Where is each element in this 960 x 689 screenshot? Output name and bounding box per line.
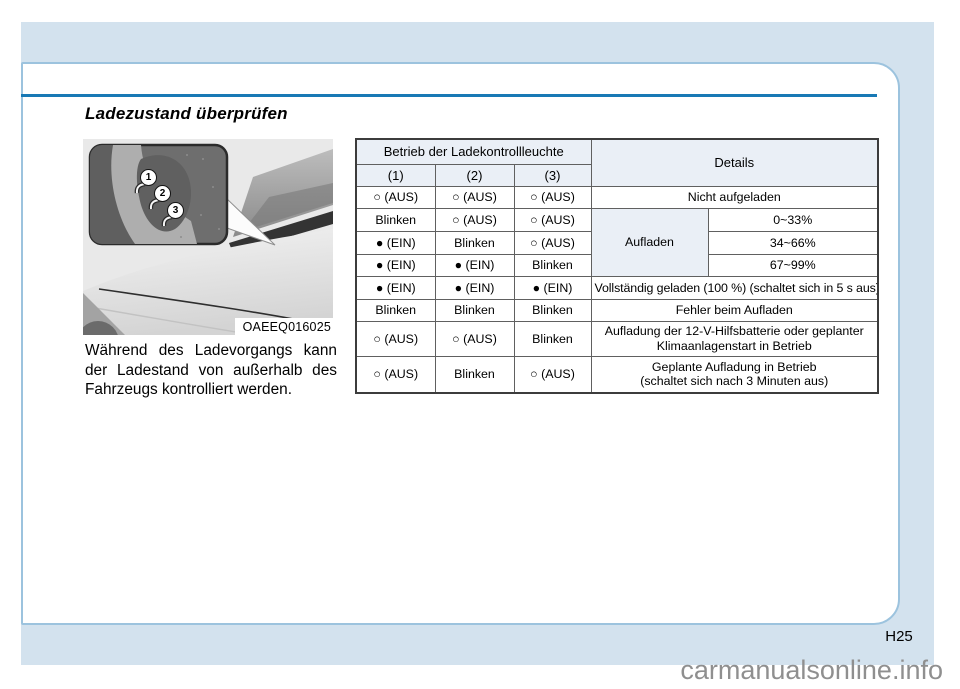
lamp-1-cell: Blinken xyxy=(355,298,436,322)
header-rule xyxy=(21,94,877,97)
windshield-shape xyxy=(233,149,333,237)
table-row: ● (EIN) ● (EIN) Blinken 67~99% xyxy=(355,253,879,277)
figure-callout-2: 2 xyxy=(154,185,171,202)
table-row: Blinken ○ (AUS) ○ (AUS) Aufladen 0~33% xyxy=(355,207,879,277)
lamp-1-cell: Blinken xyxy=(355,207,436,232)
charge-indicator-table: Betrieb der Ladekontrollleuchte Details … xyxy=(355,138,879,394)
lamp-2-cell: Blinken xyxy=(434,230,515,255)
table-row: ○ (AUS) Blinken ○ (AUS) Geplante Aufladu… xyxy=(355,355,879,394)
details-cell: Nicht aufgeladen xyxy=(590,185,879,209)
figure-callout-3: 3 xyxy=(167,202,184,219)
body-line: Während des Ladevorgangs kann xyxy=(85,342,337,359)
lamp-1-cell: ○ (AUS) xyxy=(355,355,436,394)
lamp-2-cell: Blinken xyxy=(434,355,515,394)
details-cell: Vollständig geladen (100 %) (schaltet si… xyxy=(590,275,879,300)
lamp-2-cell: ○ (AUS) xyxy=(434,320,515,357)
body-line: Fahrzeugs kontrolliert werden. xyxy=(85,381,293,399)
table-row: Blinken Blinken Blinken Fehler beim Aufl… xyxy=(355,298,879,322)
header-col-1: (1) xyxy=(355,163,436,187)
figure-caption: OAEEQ016025 xyxy=(234,318,333,335)
table-row: ○ (AUS) ○ (AUS) ○ (AUS) Nicht aufgeladen xyxy=(355,185,879,209)
watermark: carmanualsonline.info xyxy=(680,655,943,685)
lamp-3-cell: ○ (AUS) xyxy=(513,230,592,255)
lamp-3-cell: Blinken xyxy=(513,298,592,322)
percent-cell: 0~33% xyxy=(707,207,879,232)
lamp-2-cell: ● (EIN) xyxy=(434,253,515,277)
table-header-row: Betrieb der Ladekontrollleuchte Details xyxy=(355,138,879,187)
fender-shape xyxy=(83,293,125,335)
lamp-1-cell: ● (EIN) xyxy=(355,275,436,300)
lamp-3-cell: ○ (AUS) xyxy=(513,185,592,209)
lamp-3-cell: Blinken xyxy=(513,320,592,357)
lamp-2-cell: ● (EIN) xyxy=(434,275,515,300)
header-lamp-operation: Betrieb der Ladekontrollleuchte xyxy=(355,138,592,165)
details-cell: Geplante Aufladung in Betrieb (schaltet … xyxy=(590,355,879,394)
header-details: Details xyxy=(590,138,879,187)
details-line: Klimaanlagenstart in Betrieb xyxy=(656,338,812,353)
body-paragraph: Während des Ladevorgangs kann der Ladest… xyxy=(85,341,337,400)
section-title: Ladezustand überprüfen xyxy=(85,104,288,123)
details-cell: Aufladung der 12-V-Hilfsbatterie oder ge… xyxy=(590,320,879,357)
lamp-1-cell: ● (EIN) xyxy=(355,230,436,255)
details-cell: Fehler beim Aufladen xyxy=(590,298,879,322)
table-row: ○ (AUS) ○ (AUS) Blinken Aufladung der 12… xyxy=(355,320,879,357)
lamp-1-cell: ● (EIN) xyxy=(355,253,436,277)
lamp-3-cell: ○ (AUS) xyxy=(513,207,592,232)
table-row: ● (EIN) Blinken ○ (AUS) 34~66% xyxy=(355,230,879,255)
details-line: (schaltet sich nach 3 Minuten aus) xyxy=(640,374,829,389)
lamp-3-cell: ● (EIN) xyxy=(513,275,592,300)
page-number: H25 xyxy=(885,628,913,645)
header-col-3: (3) xyxy=(513,163,592,187)
percent-cell: 34~66% xyxy=(707,230,879,255)
figure-callout-1: 1 xyxy=(140,169,157,186)
lamp-3-cell: Blinken xyxy=(513,253,592,277)
details-line: Geplante Aufladung in Betrieb xyxy=(651,359,817,374)
lamp-3-cell: ○ (AUS) xyxy=(513,355,592,394)
table-subheader-row: (1) (2) (3) xyxy=(355,163,878,187)
percent-cell: 67~99% xyxy=(707,253,879,277)
details-line: Aufladung der 12-V-Hilfsbatterie oder ge… xyxy=(604,324,864,338)
header-col-2: (2) xyxy=(434,163,515,187)
car-charging-illustration xyxy=(83,139,333,335)
lamp-2-cell: ○ (AUS) xyxy=(434,207,515,232)
lamp-2-cell: ○ (AUS) xyxy=(434,185,515,209)
table-row: ● (EIN) ● (EIN) ● (EIN) Vollständig gela… xyxy=(355,275,879,300)
lamp-2-cell: Blinken xyxy=(434,298,515,322)
lamp-1-cell: ○ (AUS) xyxy=(355,320,436,357)
lamp-1-cell: ○ (AUS) xyxy=(355,185,436,209)
details-group-cell: Aufladen xyxy=(590,207,709,277)
body-line: der Ladestand von außerhalb des xyxy=(85,361,337,379)
car-charging-figure: 1 2 3 OAEEQ016025 xyxy=(83,139,333,335)
